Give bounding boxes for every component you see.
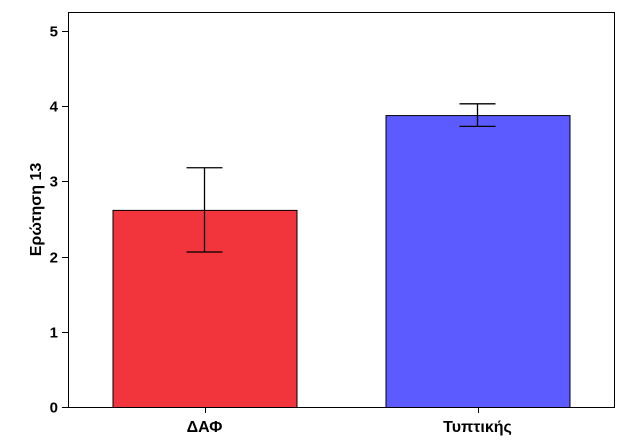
y-axis: 0 1 2 3 4 5	[50, 24, 68, 417]
y-tick-label: 2	[50, 250, 58, 267]
y-tick-label: 3	[50, 174, 58, 191]
y-tick-label: 5	[50, 24, 58, 41]
error-bars-group	[186, 103, 496, 253]
bars-group	[112, 115, 571, 408]
y-tick-label: 4	[50, 99, 59, 116]
x-category-label: Τυπτικής	[443, 419, 512, 436]
x-axis: ΔΑΦ Τυπτικής	[187, 407, 512, 436]
y-tick-label: 1	[50, 325, 58, 342]
plot-area-frame	[68, 12, 615, 408]
y-axis-title: Ερώτηση 13	[28, 163, 45, 257]
bar-2	[385, 115, 571, 408]
x-category-label: ΔΑΦ	[187, 419, 223, 436]
y-tick-label: 0	[50, 400, 58, 417]
